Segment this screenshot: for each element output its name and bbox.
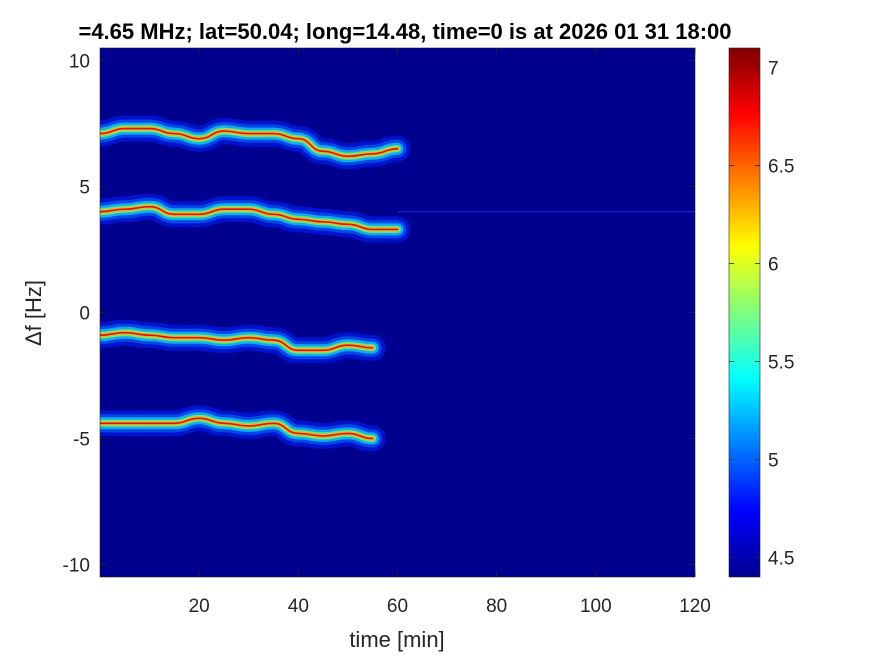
x-tick-label: 20 [189, 596, 210, 617]
colorbar: 7 6.5 6 5.5 5 4.5 [728, 47, 794, 578]
colorbar-tick-label: 6 [768, 255, 779, 276]
x-tick-label: 60 [387, 596, 408, 617]
y-tick-label: -5 [73, 429, 90, 450]
heatmap-traces [100, 48, 695, 577]
x-tick-label: 120 [679, 596, 711, 617]
x-tick-label: 100 [580, 596, 612, 617]
x-axis-ticks: 20 40 60 80 100 120 [189, 48, 711, 617]
colorbar-tick-label: 6.5 [768, 157, 794, 178]
x-tick-label: 80 [486, 596, 507, 617]
colorbar-gradient [728, 47, 761, 578]
y-tick-label: 0 [79, 304, 90, 325]
chart-title: =4.65 MHz; lat=50.04; long=14.48, time=0… [78, 19, 731, 44]
y-axis-ticks: 10 5 0 -5 -10 [63, 52, 695, 576]
colorbar-tick-label: 5.5 [768, 352, 794, 373]
colorbar-tick-label: 5 [768, 450, 779, 471]
noise-speckle [100, 48, 695, 577]
colorbar-ticks: 7 6.5 6 5.5 5 4.5 [729, 59, 794, 569]
x-axis-label: time [min] [349, 627, 444, 652]
colorbar-tick-label: 7 [768, 59, 779, 80]
y-axis-label: Δf [Hz] [21, 280, 46, 346]
y-tick-label: -10 [63, 555, 90, 576]
colorbar-tick-label: 4.5 [768, 548, 794, 569]
y-tick-label: 10 [69, 52, 90, 73]
y-tick-label: 5 [79, 178, 90, 199]
x-tick-label: 40 [288, 596, 309, 617]
plot-area [99, 47, 696, 578]
